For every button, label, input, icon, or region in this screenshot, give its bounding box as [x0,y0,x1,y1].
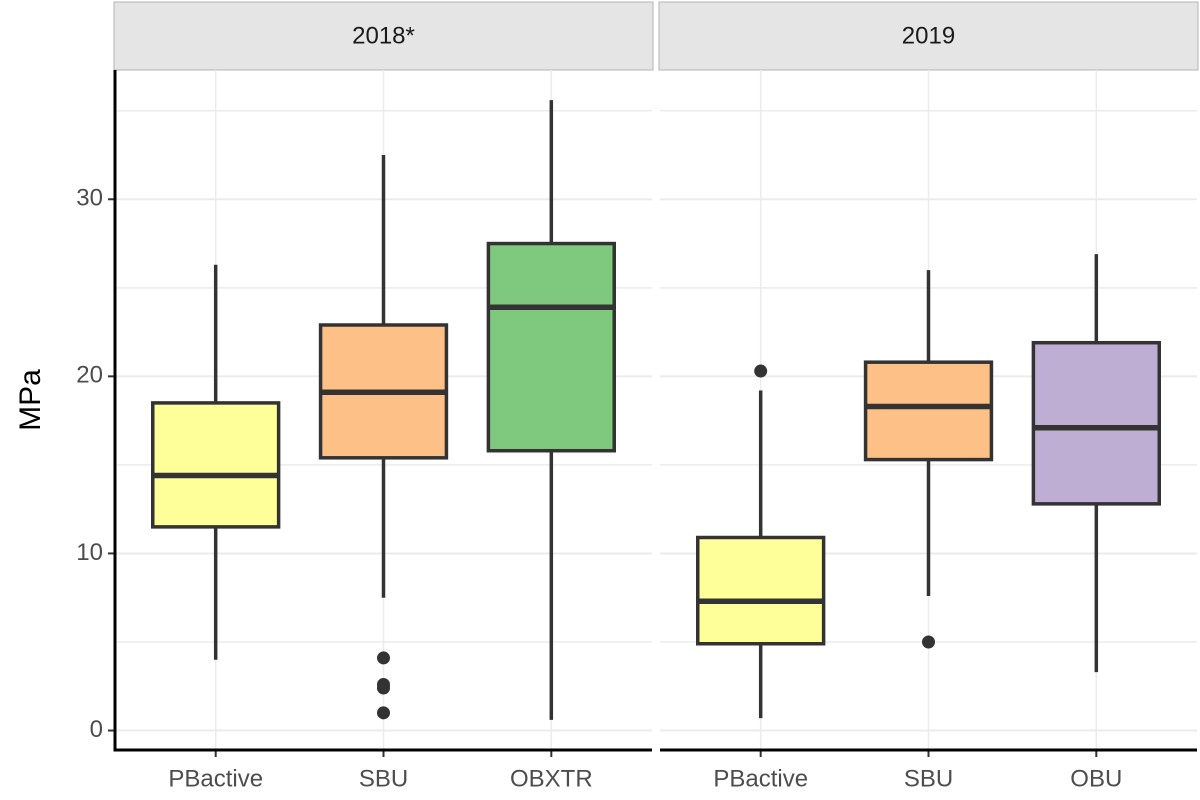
box [696,535,826,646]
y-axis-title: MPa [14,369,47,431]
outlier [377,651,390,665]
box [863,360,994,462]
box [486,241,616,453]
box [151,401,281,529]
x-tick-label: PBactive [713,765,808,792]
y-tick-label: 0 [90,716,103,743]
y-tick-label: 10 [76,539,103,566]
x-tick-label: OBXTR [510,765,593,792]
x-tick-label: SBU [359,765,408,792]
box [1031,340,1161,506]
y-tick-label: 30 [76,185,103,212]
x-tick-label: OBU [1070,765,1122,792]
outlier [377,681,390,695]
strip-background [113,1,654,71]
y-tick-label: 20 [76,362,103,389]
strip-label: 2019 [902,22,955,49]
x-tick-label: PBactive [168,765,263,792]
strip-label: 2018* [352,22,415,49]
outlier [377,706,390,720]
x-tick-label: SBU [904,765,953,792]
strip-background [658,1,1199,71]
outlier [922,635,935,649]
outlier [754,364,768,378]
